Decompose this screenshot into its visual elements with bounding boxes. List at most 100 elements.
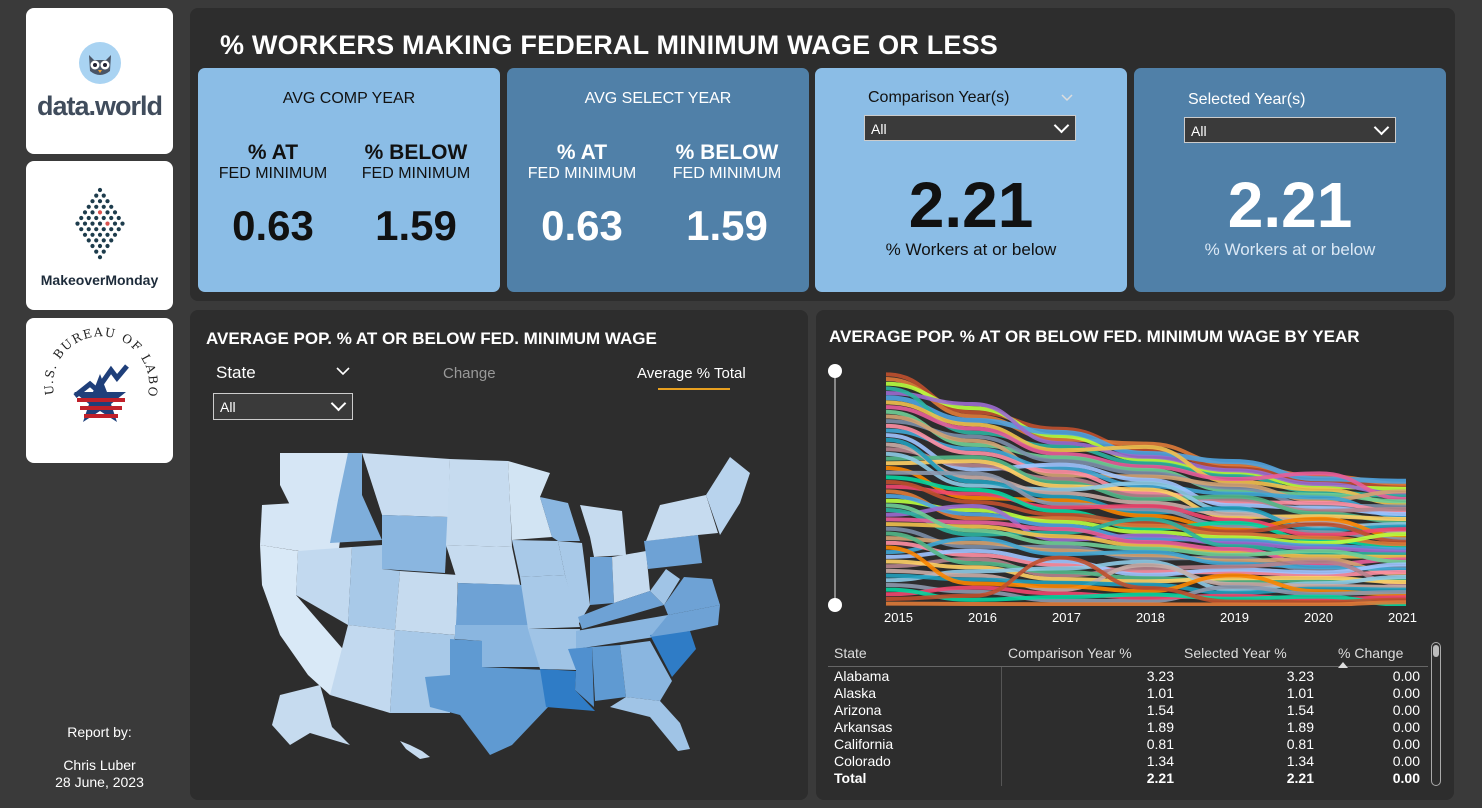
card-title: AVG SELECT YEAR (584, 90, 732, 107)
state-ribbon[interactable] (886, 498, 1407, 546)
state-north-carolina (650, 605, 720, 637)
table-row[interactable]: Arkansas 1.89 1.89 0.00 (828, 718, 1428, 735)
state-ribbon[interactable] (886, 559, 1407, 585)
state-ribbon[interactable] (886, 372, 1407, 489)
col-state[interactable]: State (834, 645, 867, 661)
state-ribbon[interactable] (886, 381, 1407, 491)
tab-change[interactable]: Change (443, 365, 496, 382)
total-label: Total (828, 769, 1002, 786)
state-ribbon[interactable] (886, 479, 1407, 544)
state-ribbon[interactable] (886, 423, 1407, 514)
table-row[interactable]: California 0.81 0.81 0.00 (828, 735, 1428, 752)
col-change[interactable]: % Change (1314, 645, 1420, 668)
state-north-dakota (448, 459, 510, 503)
state-louisiana (540, 669, 595, 711)
state-ribbon[interactable] (886, 504, 1407, 554)
state-ribbon[interactable] (886, 545, 1407, 597)
table-scrollbar[interactable] (1431, 642, 1441, 786)
comparison-year-dropdown[interactable]: All (864, 115, 1076, 141)
state-ribbon[interactable] (886, 391, 1407, 496)
state-ribbon[interactable] (886, 508, 1407, 557)
selected-year-card: Selected Year(s) All 2.21 % Workers at o… (1134, 68, 1446, 292)
state-ribbon[interactable] (886, 531, 1407, 584)
table-row[interactable]: Arizona 1.54 1.54 0.00 (828, 701, 1428, 718)
state-ribbon[interactable] (886, 582, 1407, 604)
state-ribbon[interactable] (886, 428, 1407, 519)
at-label: % AT (556, 141, 608, 164)
scrollbar-thumb[interactable] (1433, 645, 1439, 657)
year-tick-label: 2019 (1220, 610, 1249, 625)
state-ribbon[interactable] (886, 562, 1407, 592)
state-ribbon[interactable] (886, 395, 1407, 484)
state-ribbon[interactable] (886, 585, 1407, 602)
chevron-down-icon[interactable] (336, 367, 350, 376)
state-ribbon[interactable] (886, 587, 1407, 606)
table-row[interactable]: Colorado 1.34 1.34 0.00 (828, 752, 1428, 769)
state-ribbon[interactable] (886, 555, 1407, 604)
state-ribbon[interactable] (886, 442, 1407, 534)
table-header: State Comparison Year % Selected Year % … (828, 640, 1428, 668)
state-ribbon[interactable] (886, 540, 1407, 578)
state-ribbon[interactable] (886, 600, 1407, 606)
state-ribbon[interactable] (886, 419, 1407, 509)
chevron-down-icon[interactable] (1061, 94, 1073, 102)
state-ribbon[interactable] (886, 548, 1407, 577)
state-ribbon[interactable] (886, 455, 1407, 524)
state-ribbon[interactable] (886, 536, 1407, 577)
below-label: % BELOW (675, 141, 779, 164)
state-ribbon[interactable] (886, 386, 1407, 499)
state-ribbon[interactable] (886, 465, 1407, 539)
slider-handle-bottom[interactable] (828, 598, 842, 612)
table-row[interactable]: Alabama 3.23 3.23 0.00 (828, 667, 1428, 684)
state-new-york (646, 495, 718, 541)
state-ribbon[interactable] (886, 517, 1407, 567)
state-michigan (580, 505, 626, 557)
state-ribbon[interactable] (886, 409, 1407, 504)
cell-change: 0.00 (1392, 667, 1420, 684)
slider-handle-top[interactable] (828, 364, 842, 378)
selected-year-dropdown[interactable]: All (1184, 117, 1396, 143)
year-range-slider-track[interactable] (834, 370, 836, 606)
state-ribbon[interactable] (886, 484, 1407, 537)
at-sublabel: FED MINIMUM (218, 165, 328, 182)
cell-change: 0.00 (1392, 718, 1420, 735)
state-ribbon[interactable] (886, 536, 1407, 572)
comparison-caption: % Workers at or below (885, 240, 1057, 259)
state-ribbon[interactable] (886, 405, 1407, 501)
data-world-logo[interactable]: data.world (26, 8, 173, 154)
state-ribbon[interactable] (886, 447, 1407, 513)
state-ribbon[interactable] (886, 377, 1407, 486)
state-ribbon[interactable] (886, 470, 1407, 542)
state-dropdown[interactable]: All (213, 393, 353, 420)
state-ribbon[interactable] (886, 503, 1407, 564)
state-ribbon[interactable] (886, 437, 1407, 532)
state-ribbon[interactable] (886, 559, 1407, 592)
chevron-down-icon (1373, 119, 1390, 136)
state-ribbon[interactable] (886, 433, 1407, 517)
table-row[interactable]: Alaska 1.01 1.01 0.00 (828, 684, 1428, 701)
state-ribbon[interactable] (886, 494, 1407, 552)
state-ribbon[interactable] (886, 451, 1407, 529)
makeover-monday-logo[interactable]: MakeoverMonday (26, 161, 173, 310)
state-ribbon[interactable] (886, 489, 1407, 547)
year-tick-label: 2020 (1304, 610, 1333, 625)
state-ribbon[interactable] (886, 573, 1407, 595)
us-choropleth-map[interactable] (250, 445, 770, 765)
state-ribbon[interactable] (886, 400, 1407, 506)
state-ribbon[interactable] (886, 414, 1407, 503)
state-south-carolina (650, 631, 696, 677)
col-change-label: % Change (1338, 645, 1404, 661)
report-credit: Report by: Chris Luber 28 June, 2023 (26, 724, 173, 791)
state-ribbon[interactable] (886, 557, 1407, 587)
bump-chart[interactable] (886, 370, 1410, 606)
dropdown-value: All (871, 121, 887, 137)
state-ribbon[interactable] (886, 475, 1407, 549)
tab-average-total[interactable]: Average % Total (637, 365, 746, 382)
col-comparison[interactable]: Comparison Year % (1008, 645, 1132, 661)
state-utah (348, 545, 400, 630)
col-selected[interactable]: Selected Year % (1184, 645, 1287, 661)
state-ribbon[interactable] (886, 459, 1407, 522)
state-ribbon[interactable] (886, 522, 1407, 559)
state-ribbon[interactable] (886, 526, 1407, 572)
